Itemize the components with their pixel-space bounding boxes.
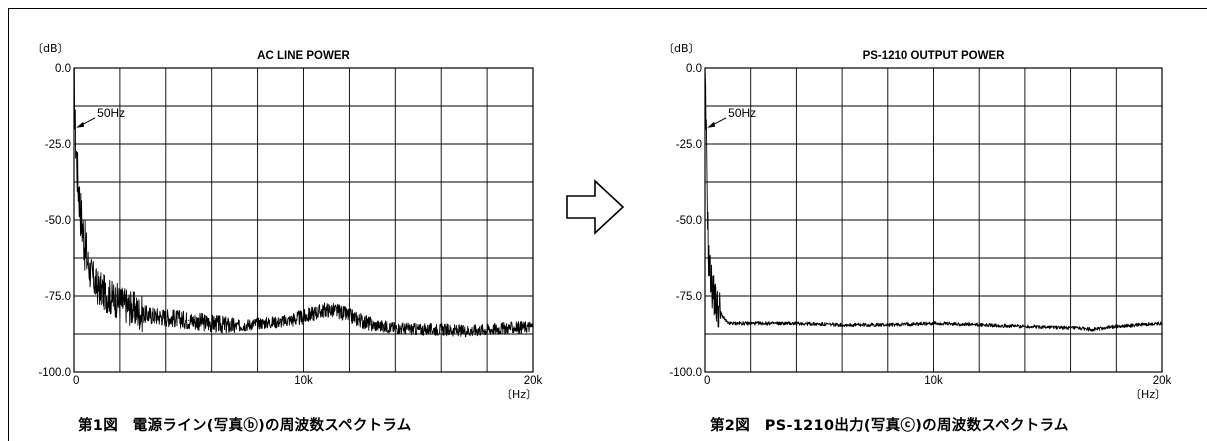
chart-panel-ac-line: AC LINE POWER 〔dB〕 0.0 -25.0 -50.0 -75.0 -100.… <box>0 0 560 441</box>
data-point <box>723 317 724 318</box>
y-tick-label: 0.0 <box>686 63 702 75</box>
data-point <box>711 286 712 287</box>
y-tick-label: -75.0 <box>45 291 71 303</box>
data-point <box>119 301 120 302</box>
annotation-arrowhead <box>76 122 84 128</box>
y-tick-label: -50.0 <box>676 215 702 227</box>
data-point <box>314 312 315 313</box>
x-tick-label: 0 <box>73 375 79 387</box>
data-point <box>326 309 327 310</box>
data-point <box>1093 329 1094 330</box>
grid <box>74 68 533 372</box>
data-point <box>349 315 350 316</box>
x-tick-label: 10k <box>924 375 943 387</box>
x-tick-label: 10k <box>294 375 313 387</box>
data-point <box>142 314 143 315</box>
y-axis-unit: 〔dB〕 <box>32 42 69 55</box>
data-point <box>257 323 258 324</box>
data-point <box>80 213 81 214</box>
y-tick-label: 0.0 <box>55 63 71 75</box>
data-point <box>509 327 510 328</box>
data-point <box>716 305 717 306</box>
annotation-arrowhead <box>707 122 715 128</box>
x-axis-unit: 〔Hz〕 <box>501 388 537 401</box>
annotation-50hz: 50Hz <box>707 106 756 128</box>
data-point <box>1024 326 1025 327</box>
chart-title: PS-1210 OUTPUT POWER <box>863 50 1006 62</box>
y-tick-label: -75.0 <box>676 291 702 303</box>
annotation-label: 50Hz <box>728 106 756 120</box>
y-tick-label: -100.0 <box>669 367 702 379</box>
data-point <box>842 324 843 325</box>
data-point <box>211 323 212 324</box>
data-point <box>234 326 235 327</box>
data-point <box>464 330 465 331</box>
data-point <box>887 324 888 325</box>
data-point <box>188 320 189 321</box>
data-point <box>108 295 109 296</box>
data-point <box>337 311 338 312</box>
data-point <box>418 329 419 330</box>
annotation-50hz: 50Hz <box>76 106 125 128</box>
data-point <box>933 323 934 324</box>
data-point <box>706 128 707 129</box>
data-point <box>979 324 980 325</box>
data-point <box>1116 326 1117 327</box>
caption-figure-2: 第2図 PS-1210出力(写真ⓒ)の周波数スペクトラム <box>710 414 1069 435</box>
data-point <box>131 308 132 309</box>
data-point <box>532 326 533 327</box>
spectrum-chart-ps1210: PS-1210 OUTPUT POWER 〔dB〕 0.0 -25.0 -50.0 -75… <box>630 0 1207 441</box>
data-point <box>1070 327 1071 328</box>
data-point <box>360 320 361 321</box>
data-point <box>727 323 728 324</box>
grid <box>705 68 1162 372</box>
x-axis-unit: 〔Hz〕 <box>1130 388 1166 401</box>
chart-title: AC LINE POWER <box>257 50 350 62</box>
data-point <box>796 323 797 324</box>
data-point <box>77 174 78 175</box>
caption-figure-1: 第1図 電源ライン(写真ⓑ)の周波数スペクトラム <box>78 414 412 435</box>
data-point <box>395 327 396 328</box>
data-point <box>372 324 373 325</box>
data-point <box>280 321 281 322</box>
hollow-right-arrow-icon <box>565 178 627 236</box>
data-point <box>750 323 751 324</box>
y-tick-label: -25.0 <box>676 139 702 151</box>
x-tick-label: 0 <box>704 375 710 387</box>
data-point <box>75 128 76 129</box>
spectrum-chart-ac-line: AC LINE POWER 〔dB〕 0.0 -25.0 -50.0 -75.0 -100.… <box>0 0 560 441</box>
y-tick-label: -100.0 <box>38 367 71 379</box>
annotation-label: 50Hz <box>97 106 125 120</box>
data-point <box>96 286 97 287</box>
data-point <box>704 73 705 74</box>
x-tick-label: 20k <box>1153 375 1172 387</box>
data-point <box>73 73 74 74</box>
chart-panel-ps1210: PS-1210 OUTPUT POWER 〔dB〕 0.0 -25.0 -50.0 -75… <box>630 0 1207 441</box>
x-tick-label: 20k <box>524 375 543 387</box>
data-point <box>441 329 442 330</box>
y-axis-unit: 〔dB〕 <box>663 42 700 55</box>
y-tick-label: -50.0 <box>45 215 71 227</box>
data-point <box>85 250 86 251</box>
data-point <box>1161 323 1162 324</box>
y-tick-label: -25.0 <box>45 139 71 151</box>
data-point <box>165 317 166 318</box>
data-point <box>89 271 90 272</box>
data-point <box>487 329 488 330</box>
data-point <box>708 256 709 257</box>
data-point <box>303 317 304 318</box>
